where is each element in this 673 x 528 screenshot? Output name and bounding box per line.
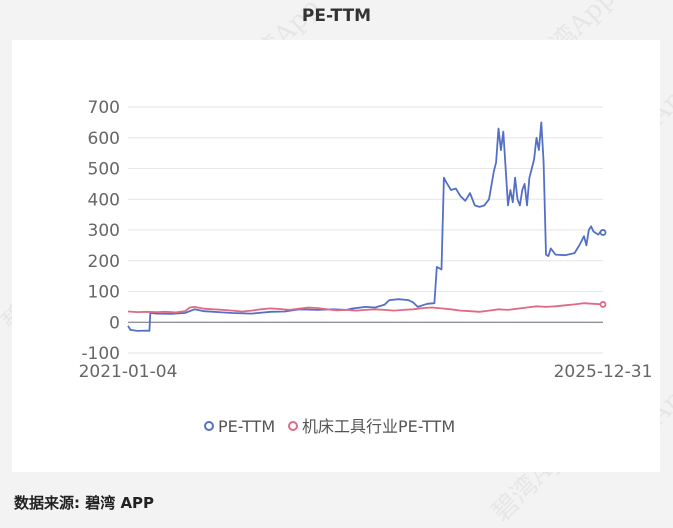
series-line-2	[127, 302, 604, 314]
legend-marker	[204, 421, 214, 431]
y-tick-label: 400	[88, 190, 120, 210]
x-tick-label: 2025-12-31	[554, 362, 653, 382]
x-tick-label: 2021-01-04	[79, 362, 178, 382]
y-tick-label: 200	[88, 252, 120, 272]
series-end-point	[599, 301, 607, 308]
y-tick-label: 0	[109, 313, 120, 333]
legend-label: 机床工具行业PE-TTM	[302, 417, 455, 436]
y-tick-label: 600	[88, 129, 120, 149]
series-line-1	[127, 121, 604, 332]
legend-label: PE-TTM	[218, 417, 275, 436]
y-tick-label: 500	[88, 160, 120, 180]
legend-marker	[288, 421, 298, 431]
y-tick-label: -100	[81, 344, 120, 364]
series-end-point	[599, 229, 607, 236]
chart-title: PE-TTM	[301, 6, 372, 26]
y-tick-label: 300	[88, 221, 120, 241]
y-tick-label: 700	[88, 98, 120, 118]
y-tick-label: 100	[88, 283, 120, 303]
chart-panel: 700 600 500 400 300 200 100 0 -100 2021-01-04 2025…	[12, 40, 660, 472]
data-source-label: 数据来源: 碧湾 APP	[14, 494, 155, 512]
